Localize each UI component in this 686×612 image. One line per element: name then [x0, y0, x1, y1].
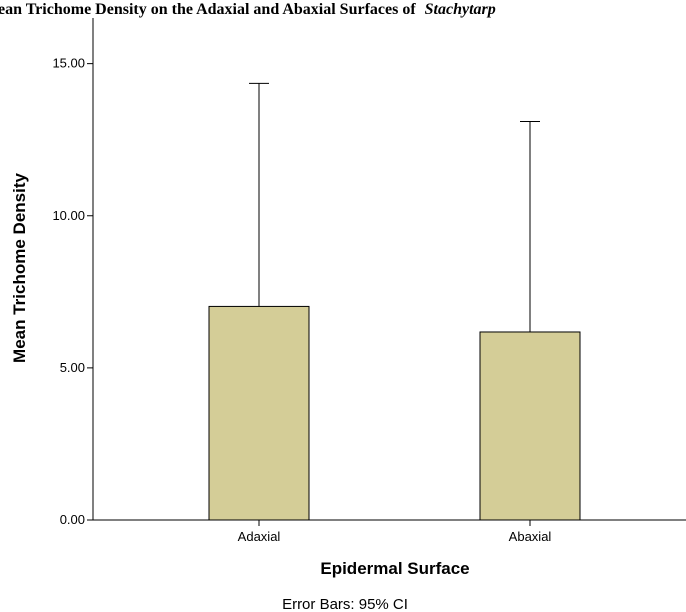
bar-abaxial: [479, 331, 581, 521]
y-axis-title: Mean Trichome Density: [10, 173, 29, 363]
bar-adaxial: [208, 305, 310, 521]
chart-title-main: ean Trichome Density on the Adaxial and …: [0, 1, 416, 18]
chart-title: ean Trichome Density on the Adaxial and …: [0, 1, 496, 18]
y-tick-label: 5.00: [60, 360, 85, 375]
error-bars-footnote: Error Bars: 95% CI: [282, 596, 408, 612]
x-axis-title: Epidermal Surface: [320, 559, 469, 578]
x-tick-label: Abaxial: [509, 529, 552, 544]
plot-area: 0.00 5.00 10.00 15.00 Adaxial Abaxial: [52, 18, 686, 544]
y-tick-label: 15.00: [52, 56, 85, 71]
y-tick-label: 10.00: [52, 208, 85, 223]
y-tick-label: 0.00: [60, 512, 85, 527]
x-tick-label: Adaxial: [238, 529, 281, 544]
chart-title-italic: Stachytarp: [425, 1, 496, 18]
